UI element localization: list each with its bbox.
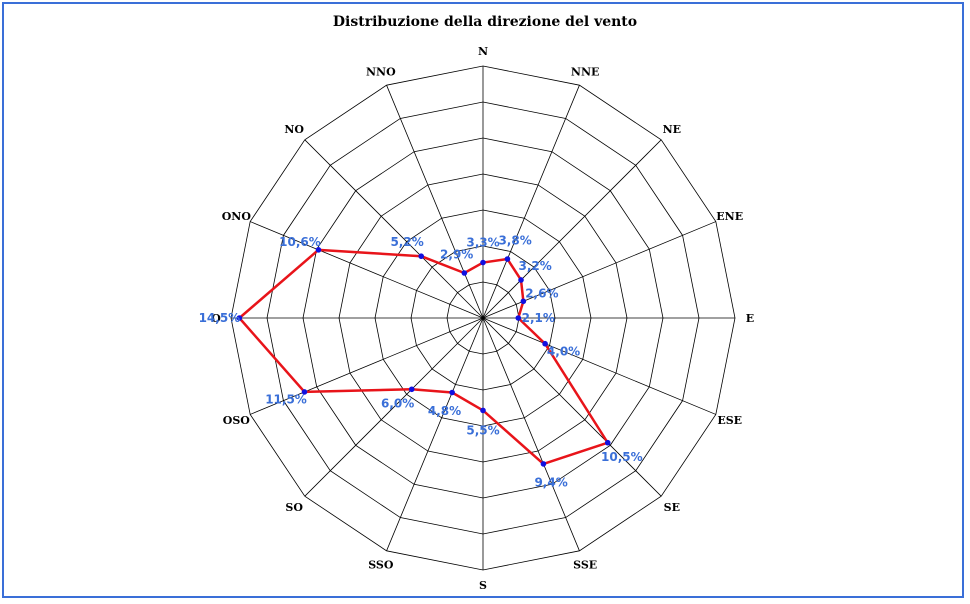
direction-label-o: O — [211, 312, 221, 325]
direction-label-n: N — [478, 45, 488, 58]
direction-label-oso: OSO — [223, 414, 251, 427]
data-point-e — [515, 315, 522, 321]
value-label-sse: 9,4% — [534, 475, 567, 489]
value-label-nne: 3,8% — [498, 234, 531, 248]
data-point-nne — [504, 256, 511, 262]
value-label-n: 3,3% — [466, 236, 499, 250]
spoke-ese — [482, 317, 716, 415]
data-point-no — [418, 253, 425, 260]
spoke-oso — [250, 317, 484, 415]
direction-label-sse: SSE — [573, 559, 597, 572]
radar-grid — [230, 65, 736, 571]
data-point-se — [604, 439, 611, 446]
data-point-o — [236, 315, 243, 321]
spoke-ne — [482, 139, 662, 319]
direction-label-ese: ESE — [717, 414, 742, 427]
data-point-so — [408, 386, 415, 393]
data-point-sse — [540, 461, 547, 467]
chart-title: Distribuzione della direzione del vento — [332, 14, 638, 30]
data-point-s — [480, 407, 486, 414]
data-point-ene — [520, 298, 527, 305]
value-label-ono: 10,6% — [279, 235, 321, 249]
direction-label-ne: NE — [663, 123, 681, 136]
chart-frame: Distribuzione della direzione del vento … — [2, 2, 964, 598]
spoke-so — [304, 317, 484, 497]
value-label-ne: 3,2% — [519, 259, 552, 273]
spoke-sse — [482, 317, 580, 551]
direction-label-s: S — [479, 579, 487, 592]
spoke-nne — [482, 85, 580, 319]
value-label-o: 14,5% — [199, 311, 241, 325]
data-point-ne — [518, 277, 524, 283]
value-label-s: 5,5% — [466, 423, 499, 437]
data-point-ono — [315, 247, 322, 253]
spoke-sso — [386, 317, 484, 551]
value-label-oso: 11,5% — [265, 393, 307, 407]
direction-label-so: SO — [285, 501, 303, 514]
direction-label-e: E — [746, 312, 754, 325]
value-label-se: 10,5% — [601, 450, 643, 464]
data-point-sso — [449, 389, 455, 396]
direction-label-nne: NNE — [571, 65, 600, 78]
value-label-e: 2,1% — [522, 311, 555, 325]
data-point-oso — [301, 389, 308, 395]
direction-label-nno: NNO — [366, 65, 396, 78]
value-label-sso: 4,8% — [428, 404, 461, 418]
value-label-so: 6,0% — [381, 396, 414, 410]
direction-label-ono: ONO — [222, 210, 252, 223]
data-point-ese — [542, 340, 548, 347]
direction-label-sso: SSO — [368, 559, 394, 572]
data-point-nno — [461, 270, 468, 276]
direction-label-se: SE — [664, 501, 680, 514]
direction-label-no: NO — [284, 123, 304, 136]
data-point-n — [480, 259, 486, 266]
value-label-ene: 2,6% — [525, 287, 558, 301]
spoke-ono — [250, 221, 484, 319]
radar-series — [236, 247, 611, 467]
radar-labels: N NNE NE ENE E ESE SE SSE S SSO SO OSO O ONO NO NNO 3,3%… — [199, 45, 755, 592]
value-label-ese: 4,0% — [547, 344, 580, 358]
spoke-nno — [386, 85, 484, 319]
radar-chart: N NNE NE ENE E ESE SE SSE S SSO SO OSO O ONO NO NNO 3,3%… — [199, 45, 755, 592]
spoke-no — [304, 139, 484, 319]
spoke-se — [482, 317, 662, 497]
value-label-no: 5,2% — [390, 235, 423, 249]
value-label-nno: 2,9% — [440, 248, 473, 262]
direction-label-ene: ENE — [716, 210, 743, 223]
